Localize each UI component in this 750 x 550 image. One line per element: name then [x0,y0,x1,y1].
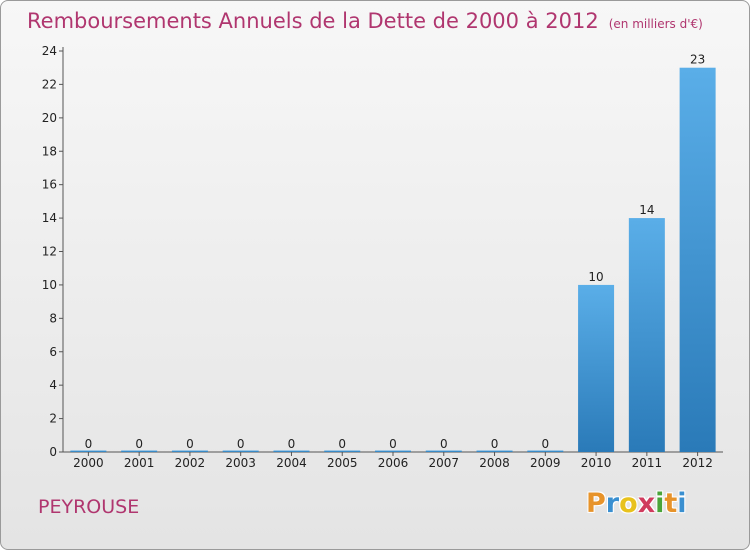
x-tick-label: 2001 [124,456,155,470]
bar [324,450,361,452]
x-tick-label: 2012 [682,456,713,470]
bar [70,450,107,452]
x-tick-label: 2005 [327,456,358,470]
bar [425,450,462,452]
bar [476,450,513,452]
y-tick-label: 24 [42,44,57,58]
x-tick-label: 2010 [581,456,612,470]
y-tick-label: 4 [49,378,57,392]
bar [375,450,411,452]
data-label: 0 [541,437,549,451]
chart-title: Remboursements Annuels de la Dette de 20… [27,9,703,33]
x-tick-label: 2004 [276,456,307,470]
logo-letter: o [619,488,638,519]
data-label: 23 [690,53,705,67]
bar [578,284,615,452]
y-tick-label: 18 [42,144,57,158]
y-tick-label: 2 [49,412,57,426]
x-tick-label: 2002 [175,456,206,470]
y-tick-label: 10 [42,278,57,292]
logo-letter: i [677,488,687,519]
bar [222,450,259,452]
y-tick-label: 22 [42,77,57,91]
data-label: 0 [85,437,93,451]
bar [273,450,310,452]
data-label: 0 [186,437,194,451]
data-label: 0 [491,437,499,451]
x-tick-label: 2003 [225,456,256,470]
title-text: Remboursements Annuels de la Dette de 20… [27,9,599,33]
data-label: 0 [288,437,296,451]
y-tick-label: 16 [42,178,57,192]
y-tick-label: 8 [49,311,57,325]
y-tick-label: 0 [49,445,57,459]
logo-letter: r [605,488,620,519]
x-tick-label: 2000 [73,456,104,470]
data-label: 14 [639,203,654,217]
x-tick-label: 2008 [479,456,510,470]
data-label: 0 [440,437,448,451]
bar [527,450,564,452]
x-tick-label: 2011 [632,456,663,470]
logo-letter: i [655,488,665,519]
x-tick-label: 2006 [378,456,409,470]
bar [171,450,208,452]
y-tick-label: 6 [49,345,57,359]
title-unit: (en milliers d'€) [608,17,703,31]
y-tick-label: 20 [42,111,57,125]
logo-letter: t [664,488,678,519]
data-label: 0 [338,437,346,451]
x-tick-label: 2007 [428,456,459,470]
y-tick-label: 14 [42,211,57,225]
bar [121,450,158,452]
commune-name: PEYROUSE [38,496,140,518]
data-label: 0 [389,437,397,451]
bar [679,67,716,452]
proxiti-logo: Proxiti [586,488,687,519]
bar [628,218,665,452]
y-tick-label: 12 [42,245,57,259]
data-label: 0 [135,437,143,451]
logo-letter: P [586,488,606,519]
x-tick-label: 2009 [530,456,561,470]
logo-letter: x [637,488,656,519]
data-label: 0 [237,437,245,451]
data-label: 10 [588,270,603,284]
